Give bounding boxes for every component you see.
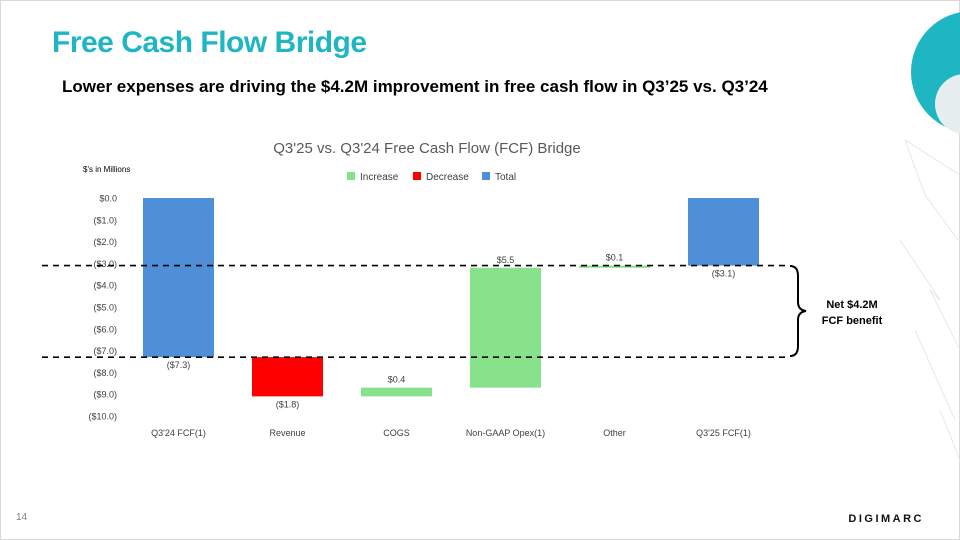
y-tick-label-7: ($7.0) bbox=[93, 346, 117, 356]
x-tick-label-1: Revenue bbox=[269, 428, 305, 438]
legend-swatch-decrease bbox=[413, 172, 421, 180]
bars: ($7.3) Q3'24 FCF(1) ($1.8) Revenue $0.4 COGS $… bbox=[143, 198, 759, 438]
network-pattern bbox=[899, 139, 960, 461]
legend-increase: Increase bbox=[360, 172, 399, 183]
bar-0 bbox=[143, 198, 214, 358]
bar-value-label-4: $0.1 bbox=[606, 253, 624, 263]
brace-shape bbox=[789, 265, 807, 357]
y-tick-label-6: ($6.0) bbox=[93, 324, 117, 334]
grey-circle bbox=[935, 74, 960, 134]
annotation-line2: FCF benefit bbox=[822, 315, 883, 327]
y-tick-label-1: ($1.0) bbox=[93, 215, 117, 225]
y-tick-label-5: ($5.0) bbox=[93, 303, 117, 313]
digimarc-logo: DIGIMARC bbox=[848, 513, 924, 525]
bar-value-label-5: ($3.1) bbox=[712, 269, 736, 279]
y-tick-label-10: ($10.0) bbox=[88, 412, 117, 422]
bar-1 bbox=[252, 357, 323, 397]
chart-legend: Increase Decrease Total bbox=[347, 172, 516, 183]
chart-title: Q3'25 vs. Q3'24 Free Cash Flow (FCF) Bri… bbox=[273, 140, 581, 157]
y-tick-label-4: ($4.0) bbox=[93, 281, 117, 291]
y-tick-label-3: ($3.0) bbox=[93, 259, 117, 269]
bar-5 bbox=[688, 198, 759, 266]
bar-4 bbox=[579, 265, 650, 268]
unit-label: $'s in Millions bbox=[83, 165, 130, 174]
legend-swatch-total bbox=[482, 172, 490, 180]
bar-value-label-2: $0.4 bbox=[388, 375, 406, 385]
bar-3 bbox=[470, 267, 541, 388]
y-tick-label-0: $0.0 bbox=[99, 194, 117, 204]
bar-value-label-0: ($7.3) bbox=[167, 360, 191, 370]
legend-total: Total bbox=[495, 172, 516, 183]
y-tick-label-2: ($2.0) bbox=[93, 237, 117, 247]
y-axis: $0.0 ($1.0) ($2.0) ($3.0) ($4.0) ($5.0) ($6.0)… bbox=[88, 194, 117, 422]
x-tick-label-5: Q3'25 FCF(1) bbox=[696, 428, 751, 438]
x-tick-label-0: Q3'24 FCF(1) bbox=[151, 428, 206, 438]
slide-title: Free Cash Flow Bridge bbox=[52, 26, 367, 59]
y-tick-label-8: ($8.0) bbox=[93, 368, 117, 378]
legend-swatch-increase bbox=[347, 172, 355, 180]
annotation-line1: Net $4.2M bbox=[826, 299, 877, 311]
x-tick-label-3: Non-GAAP Opex(1) bbox=[466, 428, 545, 438]
bar-2 bbox=[361, 387, 432, 397]
page-number: 14 bbox=[16, 512, 28, 523]
bar-value-label-1: ($1.8) bbox=[276, 399, 300, 409]
x-tick-label-2: COGS bbox=[383, 428, 410, 438]
y-tick-label-9: ($9.0) bbox=[93, 390, 117, 400]
legend-decrease: Decrease bbox=[426, 172, 469, 183]
reference-lines bbox=[42, 264, 790, 358]
bar-value-label-3: $5.5 bbox=[497, 255, 515, 265]
slide-subtitle: Lower expenses are driving the $4.2M imp… bbox=[62, 77, 768, 96]
x-tick-label-4: Other bbox=[603, 428, 626, 438]
